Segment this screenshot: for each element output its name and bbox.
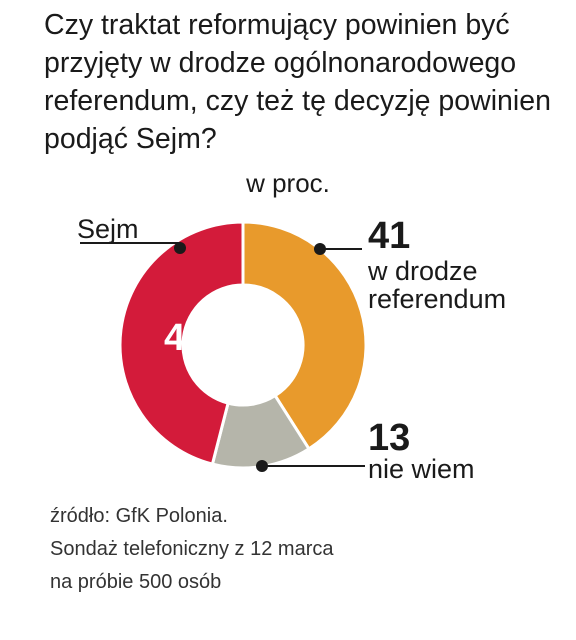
- label-sejm: Sejm: [77, 214, 139, 244]
- value-referendum: 41: [368, 215, 411, 257]
- source-line-1: źródło: GfK Polonia.: [50, 505, 228, 527]
- source-line-3: na próbie 500 osób: [50, 571, 222, 593]
- unit-label: w proc.: [246, 168, 330, 198]
- leader-dot-sejm: [174, 242, 186, 254]
- chart-title: Czy traktat reformujący powinien być prz…: [44, 9, 551, 155]
- leader-dot-referendum: [314, 243, 326, 255]
- slice-sejm: [118, 220, 245, 466]
- value-niewiem: 13: [368, 417, 411, 459]
- label-referendum-line2: referendum: [368, 284, 507, 314]
- source-line-2: Sondaż telefoniczny z 12 marca: [50, 538, 334, 560]
- value-sejm: 46: [164, 317, 207, 359]
- label-referendum-line1: w drodze: [368, 256, 478, 286]
- leader-dot-niewiem: [256, 460, 268, 472]
- source-note: źródło: GfK Polonia. Sondaż telefoniczny…: [50, 500, 334, 599]
- label-niewiem: nie wiem: [368, 454, 475, 484]
